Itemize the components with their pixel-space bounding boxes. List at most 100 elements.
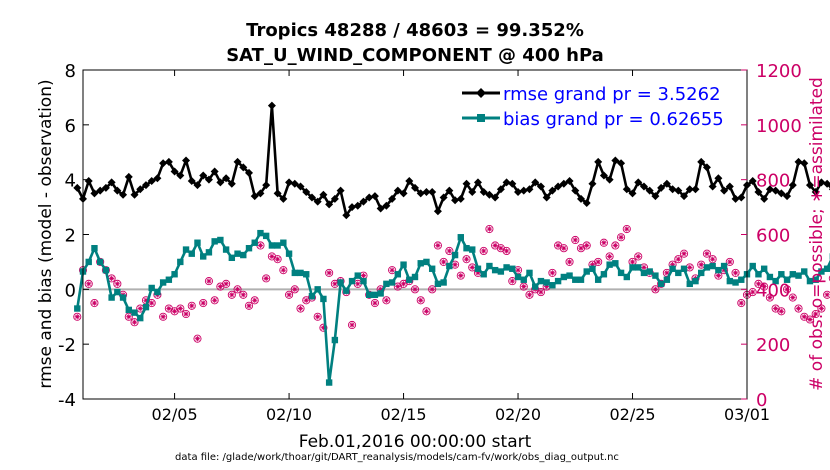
bias-point	[692, 277, 699, 285]
bias-point	[732, 279, 739, 286]
rmse-point	[519, 186, 528, 195]
rmse-point	[800, 159, 809, 168]
obs-point	[748, 288, 757, 297]
bias-point	[583, 268, 590, 275]
rmse-point	[680, 192, 689, 201]
rmse-point	[245, 168, 253, 177]
bias-point	[560, 273, 568, 281]
bias-point	[806, 277, 814, 285]
bias-point	[383, 280, 390, 288]
obs-point	[679, 249, 689, 258]
obs-point	[468, 263, 477, 272]
bias-point	[457, 234, 464, 241]
obs-point	[485, 224, 494, 234]
obs-point	[204, 277, 213, 286]
rmse-point	[182, 156, 191, 165]
legend-rmse-marker	[476, 88, 486, 98]
bias-point	[108, 294, 115, 301]
rmse-point	[765, 185, 774, 194]
obs-point	[416, 296, 425, 305]
bias-point	[331, 336, 339, 344]
rmse-point	[697, 157, 706, 166]
bias-point	[320, 295, 327, 303]
rmse-point	[805, 181, 814, 190]
obs-point	[256, 241, 265, 250]
y-axis-left-ticks: -4 -2 0 2 4 6 8	[58, 61, 89, 411]
y2-tick-label: 800	[756, 171, 790, 192]
bias-point	[812, 276, 819, 283]
bias-point	[600, 271, 608, 278]
bias-point	[795, 272, 802, 279]
rmse-point	[302, 188, 311, 197]
obs-point	[502, 246, 511, 255]
bias-point	[125, 306, 132, 314]
bias-point	[491, 266, 499, 274]
bias-point	[234, 250, 241, 257]
rmse-point	[565, 177, 574, 186]
obs-point	[519, 282, 528, 291]
rmse-point	[760, 194, 769, 203]
rmse-point	[187, 177, 196, 186]
bias-point	[291, 269, 298, 277]
bias-point	[749, 262, 756, 270]
bias-point	[394, 271, 402, 278]
obs-point	[313, 312, 322, 321]
bias-point	[325, 379, 333, 386]
rmse-point	[416, 189, 425, 198]
rmse-point	[559, 179, 568, 188]
rmse-point	[577, 194, 585, 203]
obs-point	[319, 323, 328, 332]
obs-point	[73, 312, 82, 321]
bias-point	[411, 273, 419, 281]
bias-point	[669, 265, 676, 272]
rmse-point	[605, 175, 614, 184]
plot-area	[83, 70, 747, 399]
obs-point	[634, 252, 643, 261]
rmse-point	[645, 186, 654, 195]
y2-tick-label: 1200	[756, 61, 802, 82]
rmse-point	[823, 179, 830, 188]
rmse-point	[370, 192, 379, 201]
obs-point	[805, 315, 815, 324]
bias-point	[142, 303, 150, 311]
obs-point	[462, 255, 471, 264]
bias-point	[474, 265, 482, 272]
rmse-point	[141, 181, 150, 190]
rmse-point	[668, 185, 677, 194]
bias-point	[274, 242, 281, 249]
bias-point	[766, 273, 774, 281]
bias-point	[240, 251, 247, 259]
bias-point	[760, 265, 768, 272]
rmse-point	[428, 188, 437, 197]
obs-point	[347, 320, 357, 330]
obs-point	[353, 279, 362, 288]
y2-tick-label: 0	[756, 390, 767, 411]
bias-point	[463, 245, 470, 252]
bias-point	[366, 291, 373, 299]
rmse-point	[617, 159, 626, 168]
rmse-point	[599, 171, 608, 180]
rmse-point	[130, 190, 139, 199]
obs-point	[388, 266, 397, 275]
rmse-point	[353, 201, 362, 210]
bias-point	[566, 272, 573, 279]
rmse-point	[451, 196, 460, 205]
bias-point	[434, 280, 442, 288]
obs-point	[176, 304, 185, 313]
rmse-point	[554, 182, 563, 191]
rmse-point	[170, 167, 179, 176]
bias-point	[91, 245, 98, 252]
bias-point	[297, 269, 304, 277]
legend-bias-marker	[477, 114, 485, 122]
x-tick-label: 02/20	[495, 405, 541, 424]
rmse-point	[164, 157, 173, 166]
bias-point	[646, 268, 653, 275]
rmse-point	[651, 192, 660, 201]
obs-point	[565, 257, 574, 266]
rmse-point	[548, 186, 557, 195]
legend: rmse grand pr = 3.5262 bias grand pr = 0…	[462, 84, 724, 130]
rmse-point	[342, 211, 351, 220]
bias-point	[514, 273, 522, 281]
obs-point	[548, 268, 557, 277]
